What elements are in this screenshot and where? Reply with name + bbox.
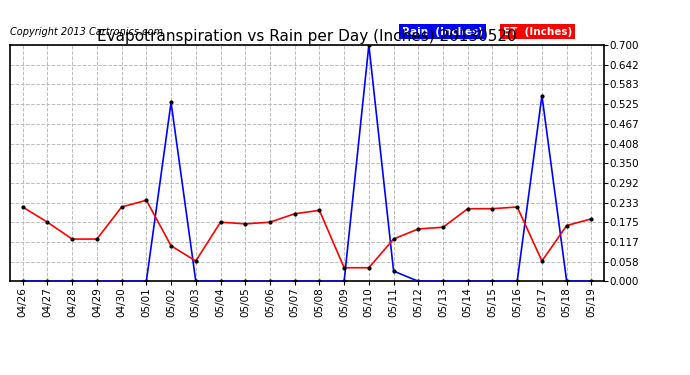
Text: ET  (Inches): ET (Inches) bbox=[503, 27, 572, 37]
Title: Evapotranspiration vs Rain per Day (Inches) 20130520: Evapotranspiration vs Rain per Day (Inch… bbox=[97, 29, 517, 44]
Text: Rain  (Inches): Rain (Inches) bbox=[402, 27, 483, 37]
Text: Copyright 2013 Cartronics.com: Copyright 2013 Cartronics.com bbox=[10, 27, 164, 37]
